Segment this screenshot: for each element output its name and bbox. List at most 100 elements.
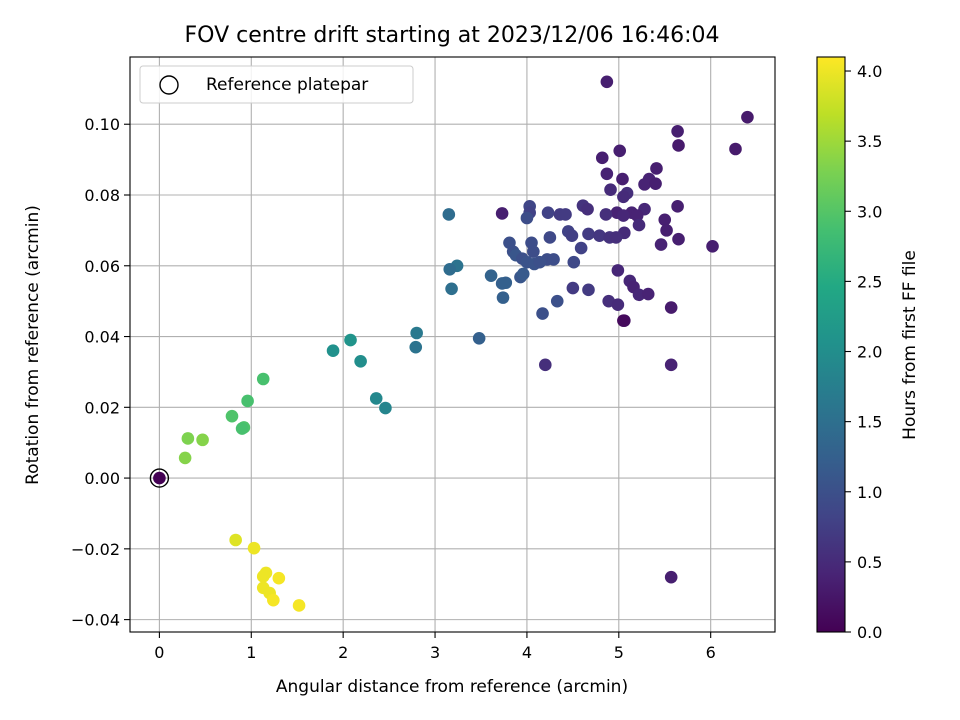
data-point [638, 178, 651, 191]
y-tick-label: 0.02 [84, 398, 120, 417]
data-point [613, 144, 627, 158]
colorbar-tick-label: 3.5 [857, 132, 882, 151]
data-point [672, 232, 685, 246]
x-tick-label: 4 [522, 643, 532, 662]
data-point [354, 355, 367, 368]
y-tick-label: 0.06 [84, 257, 120, 276]
data-point [611, 298, 625, 311]
colorbar-tick-label: 0.0 [857, 623, 882, 642]
data-point [630, 209, 644, 222]
data-point [600, 75, 614, 89]
data-point [741, 110, 754, 124]
data-point [292, 599, 306, 612]
data-point [664, 358, 678, 372]
data-point [617, 209, 630, 222]
legend-reference-marker [159, 75, 179, 95]
y-tick-label: 0.04 [84, 328, 120, 347]
data-point [410, 326, 423, 340]
legend-box [139, 65, 414, 104]
data-point [256, 570, 270, 583]
data-point [533, 255, 547, 269]
data-point [369, 392, 383, 405]
data-point [267, 593, 280, 607]
data-point [672, 139, 685, 152]
data-point [599, 208, 613, 221]
legend-entry-reference: Reference platepar [206, 75, 368, 95]
data-point [520, 211, 534, 225]
data-point [247, 541, 261, 555]
data-point [574, 241, 588, 255]
data-point [536, 307, 549, 320]
x-tick-label: 5 [614, 643, 624, 662]
data-point [225, 409, 239, 423]
data-point [617, 314, 630, 327]
data-point [604, 183, 617, 196]
y-tick-label: 0.00 [84, 469, 120, 488]
data-point [671, 200, 684, 213]
colorbar-tick-label: 4.0 [857, 62, 882, 81]
data-point [658, 213, 672, 227]
data-points [153, 75, 754, 612]
data-point [729, 142, 742, 156]
x-tick-label: 3 [430, 643, 440, 662]
data-point [582, 283, 595, 297]
data-point [241, 394, 254, 408]
data-point [196, 433, 209, 447]
x-tick-label: 2 [338, 643, 348, 662]
x-tick-label: 1 [246, 643, 256, 662]
colorbar-tick-label: 0.5 [857, 553, 882, 572]
data-point [706, 240, 719, 253]
data-point [664, 301, 678, 314]
data-point [472, 332, 486, 345]
data-point [153, 471, 166, 485]
y-tick-label: −0.02 [71, 540, 120, 559]
data-point [256, 372, 270, 386]
data-point [326, 344, 340, 357]
data-point [559, 208, 572, 221]
data-point [344, 333, 357, 347]
reference-marker-group [149, 468, 170, 488]
data-point [650, 162, 663, 175]
reference-platepar-marker [149, 468, 170, 488]
data-point [272, 571, 286, 585]
data-point [235, 422, 249, 435]
data-point [632, 288, 646, 302]
data-point [379, 401, 392, 415]
data-point [600, 167, 614, 181]
chart-title: FOV centre drift starting at 2023/12/06 … [185, 23, 720, 48]
data-point [538, 358, 552, 372]
data-point [617, 190, 630, 204]
data-point [611, 264, 625, 277]
data-point [516, 267, 530, 281]
data-point [499, 276, 513, 290]
data-point [178, 451, 192, 465]
y-axis-label: Rotation from reference (arcmin) [23, 205, 43, 485]
data-point [595, 151, 609, 165]
data-point [495, 207, 509, 220]
data-point [671, 125, 684, 138]
data-point [581, 202, 594, 216]
data-point [582, 227, 595, 241]
data-point [229, 533, 242, 547]
x-tick-label: 6 [706, 643, 716, 662]
colorbar-tick-label: 3.0 [857, 202, 882, 221]
data-point [593, 229, 606, 242]
data-point [181, 432, 195, 445]
x-axis-label: Angular distance from reference (arcmin) [276, 677, 628, 697]
legend: Reference platepar [139, 65, 414, 104]
data-point [660, 224, 673, 237]
data-point [632, 218, 646, 232]
data-point [616, 172, 629, 186]
data-point [664, 570, 678, 584]
data-point [527, 245, 540, 258]
data-point [550, 294, 564, 308]
y-tick-label: −0.04 [71, 611, 120, 630]
data-point [547, 253, 560, 266]
data-point [567, 255, 581, 269]
y-tick-label: 0.08 [84, 186, 120, 205]
y-axis-ticks: −0.04 −0.02 0.00 0.02 0.04 0.06 0.08 0.10 [71, 115, 130, 630]
data-point [484, 269, 498, 282]
colorbar-ticks: 0.0 0.5 1.0 1.5 2.0 2.5 3.0 3.5 4.0 [845, 62, 882, 642]
